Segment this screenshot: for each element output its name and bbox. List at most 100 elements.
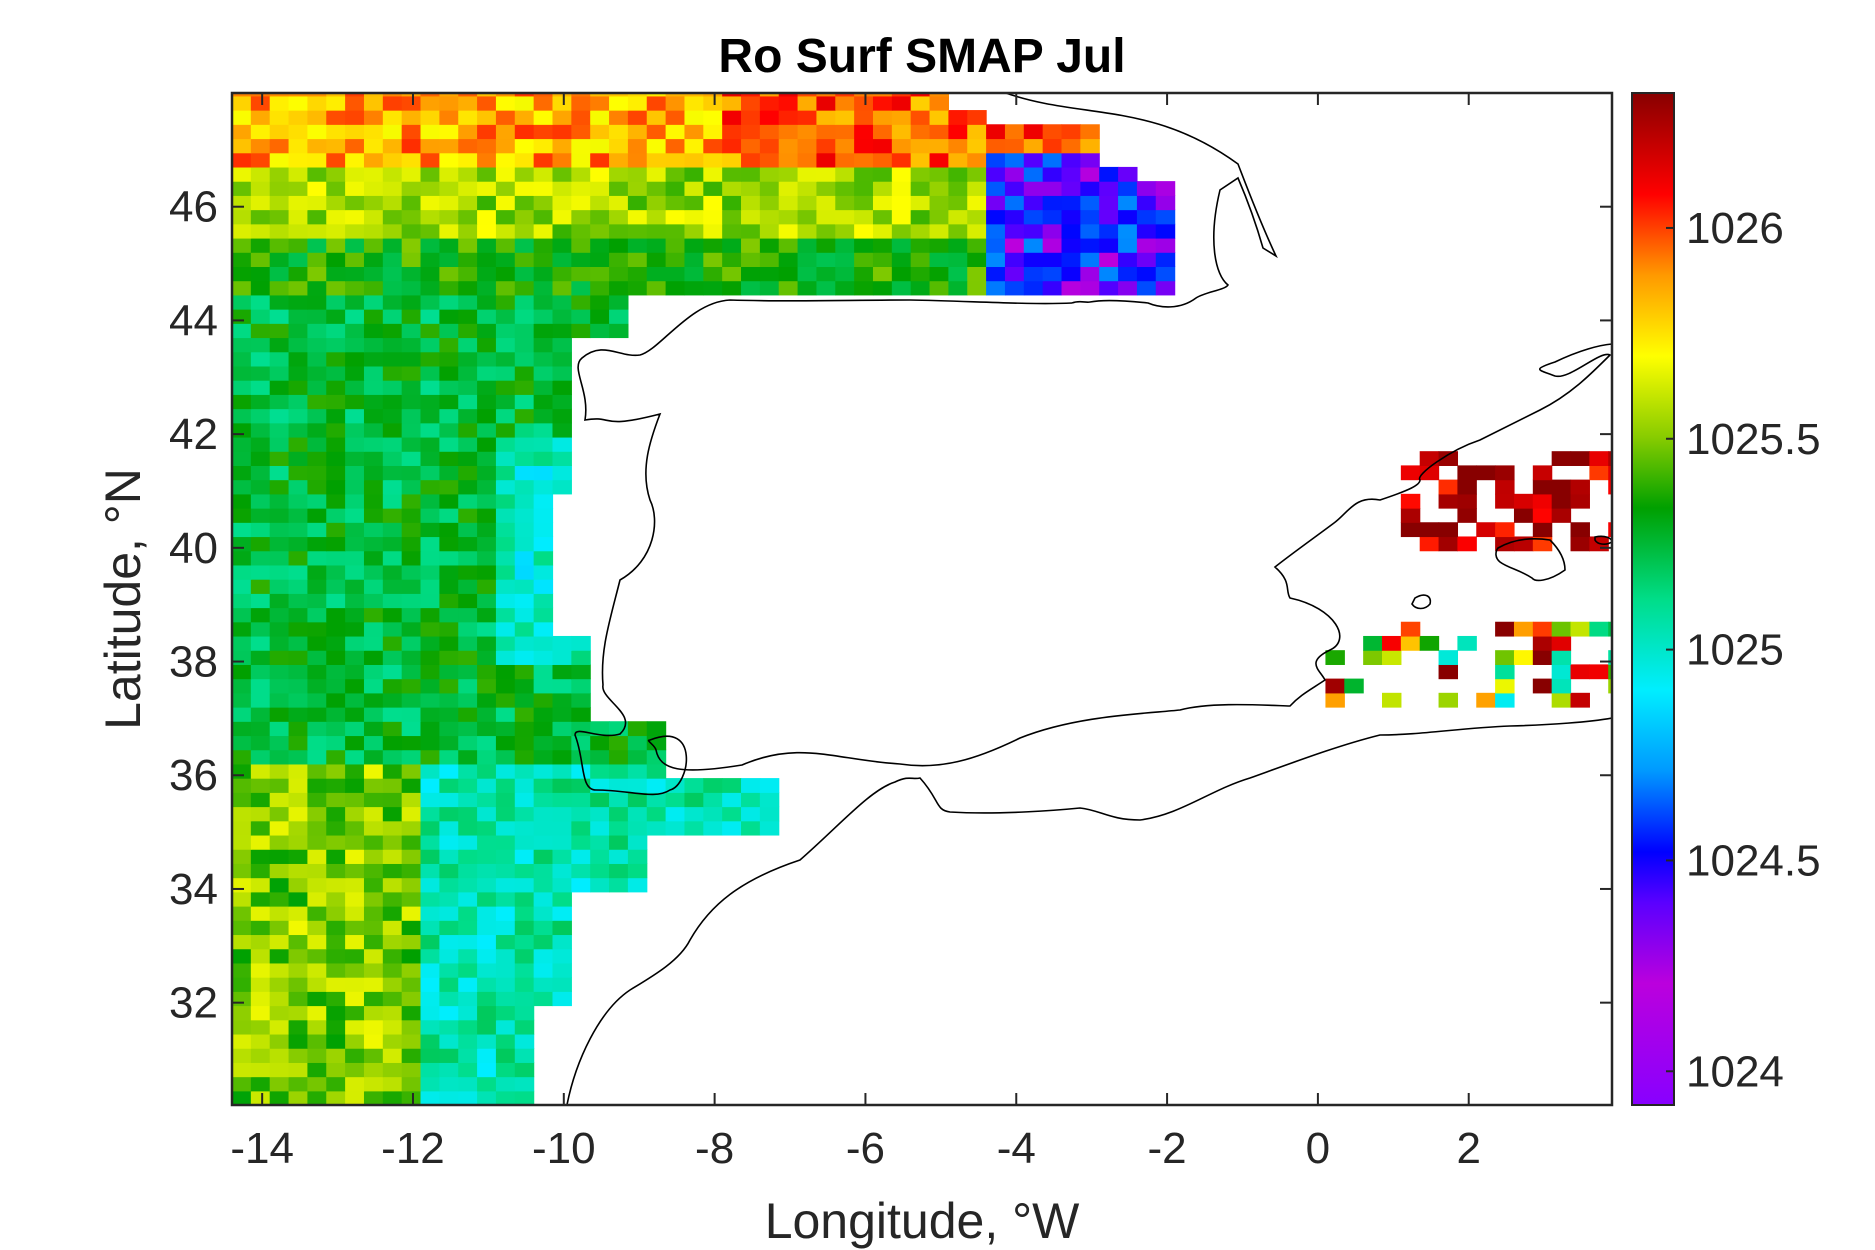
heatmap-cell <box>891 266 912 282</box>
heatmap-cell <box>363 138 384 154</box>
heatmap-cell <box>269 280 290 296</box>
heatmap-cell <box>458 664 478 680</box>
heatmap-cell <box>684 820 704 836</box>
heatmap-cell <box>1004 195 1025 211</box>
heatmap-cell <box>929 266 949 282</box>
heatmap-cell <box>363 394 384 410</box>
heatmap-cell <box>1155 195 1176 211</box>
heatmap-cell <box>458 95 478 111</box>
heatmap-cell <box>665 124 686 140</box>
heatmap-cell <box>420 579 440 594</box>
heatmap-cell <box>307 607 327 623</box>
heatmap-cell <box>363 1005 384 1021</box>
heatmap-cell <box>514 877 535 893</box>
colorbar-tick-label: 1025 <box>1686 626 1784 675</box>
heatmap-cell <box>232 962 252 978</box>
heatmap-cell <box>1382 635 1402 651</box>
heatmap-cell <box>382 792 403 808</box>
heatmap-cell <box>382 1033 403 1049</box>
heatmap-cell <box>439 778 459 793</box>
heatmap-cell <box>458 166 478 182</box>
heatmap-cell <box>514 252 535 267</box>
heatmap-cell <box>458 579 478 594</box>
heatmap-cell <box>232 252 252 267</box>
heatmap-cell <box>552 778 572 793</box>
heatmap-cell <box>1532 522 1553 538</box>
heatmap-cell <box>269 351 290 367</box>
heatmap-cell <box>345 877 365 893</box>
heatmap-cell <box>533 465 554 481</box>
heatmap-cell <box>382 749 403 765</box>
heatmap-cell <box>477 849 497 864</box>
heatmap-cell <box>477 309 497 324</box>
heatmap-cell <box>477 95 497 111</box>
heatmap-cell <box>514 223 535 239</box>
heatmap-cell <box>910 237 931 253</box>
heatmap-cell <box>552 763 572 779</box>
heatmap-cell <box>307 1005 327 1021</box>
heatmap-cell <box>816 280 836 296</box>
heatmap-cell <box>1419 465 1440 481</box>
heatmap-cell <box>1099 195 1119 211</box>
heatmap-cell <box>439 93 459 97</box>
heatmap-cell <box>326 493 346 509</box>
heatmap-cell <box>627 778 648 793</box>
heatmap-cell <box>269 692 290 708</box>
heatmap-cell <box>646 93 667 97</box>
heatmap-cell <box>778 181 799 196</box>
heatmap-cell <box>854 209 874 225</box>
heatmap-cell <box>288 124 309 140</box>
heatmap-cell <box>533 820 554 836</box>
heatmap-cell <box>288 849 309 864</box>
heatmap-cell <box>1004 266 1025 282</box>
heatmap-cell <box>1570 451 1590 466</box>
heatmap-cell <box>269 707 290 722</box>
heatmap-cell <box>420 550 440 566</box>
heatmap-cell <box>382 195 403 211</box>
heatmap-cell <box>684 280 704 296</box>
heatmap-cell <box>401 95 422 111</box>
heatmap-cell <box>363 465 384 481</box>
heatmap-cell <box>1080 195 1100 211</box>
heatmap-cell <box>891 95 912 111</box>
heatmap-cell <box>477 209 497 225</box>
heatmap-cell <box>1532 678 1553 694</box>
heatmap-cell <box>345 95 365 111</box>
heatmap-cell <box>1136 252 1157 267</box>
heatmap-cell <box>382 593 403 609</box>
heatmap-cell <box>307 152 327 168</box>
heatmap-cell <box>1589 621 1609 637</box>
heatmap-cell <box>477 280 497 296</box>
heatmap-cell <box>250 579 271 594</box>
heatmap-cell <box>948 280 968 296</box>
heatmap-cell <box>665 195 686 211</box>
heatmap-cell <box>514 237 535 253</box>
heatmap-cell <box>326 422 346 438</box>
heatmap-cell <box>759 820 780 836</box>
heatmap-cell <box>854 266 874 282</box>
heatmap-cell <box>307 792 327 808</box>
heatmap-cell <box>288 1005 309 1021</box>
heatmap-cell <box>420 266 440 282</box>
heatmap-cell <box>288 607 309 623</box>
heatmap-cell <box>382 223 403 239</box>
heatmap-cell <box>250 621 271 637</box>
heatmap-cell <box>363 365 384 381</box>
heatmap-cell <box>948 124 968 140</box>
heatmap-cell <box>250 749 271 765</box>
heatmap-cell <box>1608 465 1612 481</box>
heatmap-cell <box>627 721 648 737</box>
heatmap-cell <box>326 138 346 154</box>
heatmap-cell <box>1476 465 1496 481</box>
heatmap-cell <box>741 166 761 182</box>
heatmap-cell <box>420 1019 440 1035</box>
heatmap-cell <box>741 124 761 140</box>
heatmap-cell <box>872 110 893 125</box>
heatmap-cell <box>986 195 1006 211</box>
heatmap-cell <box>250 166 271 182</box>
heatmap-cell <box>382 607 403 623</box>
heatmap-cell <box>307 365 327 381</box>
heatmap-cell <box>684 95 704 111</box>
heatmap-cell <box>326 124 346 140</box>
